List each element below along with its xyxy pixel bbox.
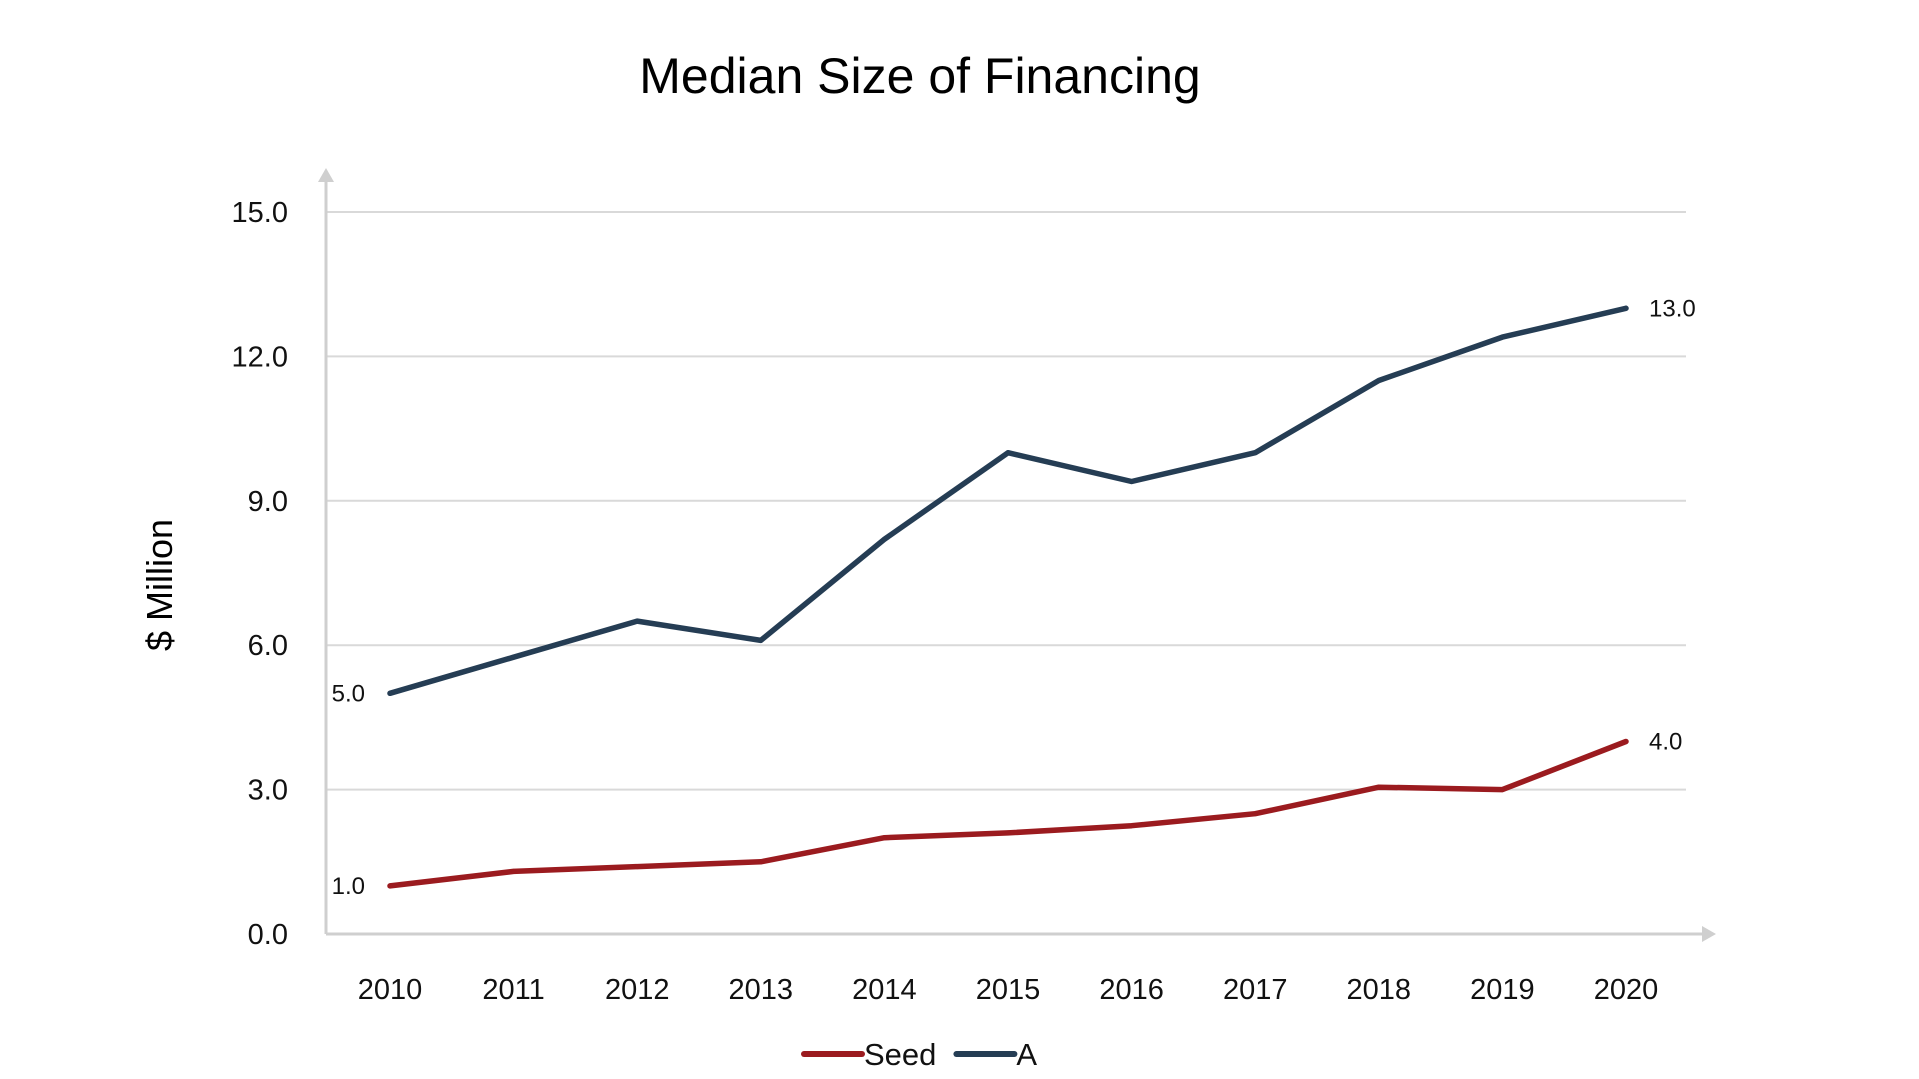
y-tick-labels: 0.0 3.0 6.0 9.0 12.0 15.0	[232, 197, 288, 951]
x-tick-label: 2018	[1347, 974, 1412, 1006]
data-point-a	[387, 690, 393, 696]
x-tick-label: 2012	[605, 974, 670, 1006]
data-point-seed	[1252, 811, 1258, 817]
x-tick-labels: 2010 2011 2012 2013 2014 2015 2016 2017 2018 2019…	[358, 974, 1659, 1006]
series-lines	[387, 305, 1629, 889]
data-point-seed	[1623, 738, 1629, 744]
data-point-seed	[1499, 787, 1505, 793]
data-point-seed	[511, 868, 517, 874]
x-tick-label: 2010	[358, 974, 423, 1006]
data-point-seed	[881, 835, 887, 841]
y-tick-label: 15.0	[232, 197, 288, 229]
data-point-a	[1376, 377, 1382, 383]
x-tick-label: 2015	[976, 974, 1041, 1006]
y-axis-label: $ Million	[139, 519, 180, 651]
y-tick-label: 0.0	[248, 919, 288, 951]
data-point-a	[881, 536, 887, 542]
x-tick-label: 2017	[1223, 974, 1288, 1006]
data-point-seed	[1376, 784, 1382, 790]
data-point-a	[1499, 334, 1505, 340]
x-tick-label: 2013	[729, 974, 794, 1006]
data-point-seed	[1129, 823, 1135, 829]
x-tick-label: 2019	[1470, 974, 1535, 1006]
x-tick-label: 2016	[1099, 974, 1164, 1006]
data-point-a	[1252, 450, 1258, 456]
data-point-a	[1005, 450, 1011, 456]
data-labels: 1.0 4.0 5.0 13.0	[332, 295, 1696, 900]
x-tick-label: 2014	[852, 974, 917, 1006]
gridlines	[326, 211, 1686, 791]
x-axis-arrowhead	[1702, 926, 1716, 942]
y-axis-arrowhead	[318, 168, 334, 182]
data-point-a	[634, 618, 640, 624]
y-tick-label: 9.0	[248, 486, 288, 518]
legend: Seed A	[801, 1037, 1037, 1072]
data-label: 13.0	[1649, 295, 1696, 322]
data-point-seed	[634, 864, 640, 870]
legend-label-seed: Seed	[864, 1037, 936, 1072]
data-label: 4.0	[1649, 728, 1682, 755]
y-tick-label: 6.0	[248, 630, 288, 662]
data-point-a	[1129, 479, 1135, 485]
data-point-a	[758, 637, 764, 643]
y-tick-label: 3.0	[248, 775, 288, 807]
data-point-seed	[387, 883, 393, 889]
y-tick-label: 12.0	[232, 341, 288, 373]
legend-label-a: A	[1016, 1037, 1037, 1072]
axes	[318, 168, 1716, 942]
chart-title: Median Size of Financing	[639, 48, 1200, 104]
data-label: 5.0	[332, 680, 365, 707]
data-point-a	[1623, 305, 1629, 311]
data-point-seed	[1005, 830, 1011, 836]
series-line-seed	[387, 738, 1629, 889]
x-tick-label: 2011	[482, 974, 544, 1006]
data-point-seed	[758, 859, 764, 865]
data-label: 1.0	[332, 873, 365, 900]
data-point-a	[511, 654, 517, 660]
x-tick-label: 2020	[1594, 974, 1659, 1006]
